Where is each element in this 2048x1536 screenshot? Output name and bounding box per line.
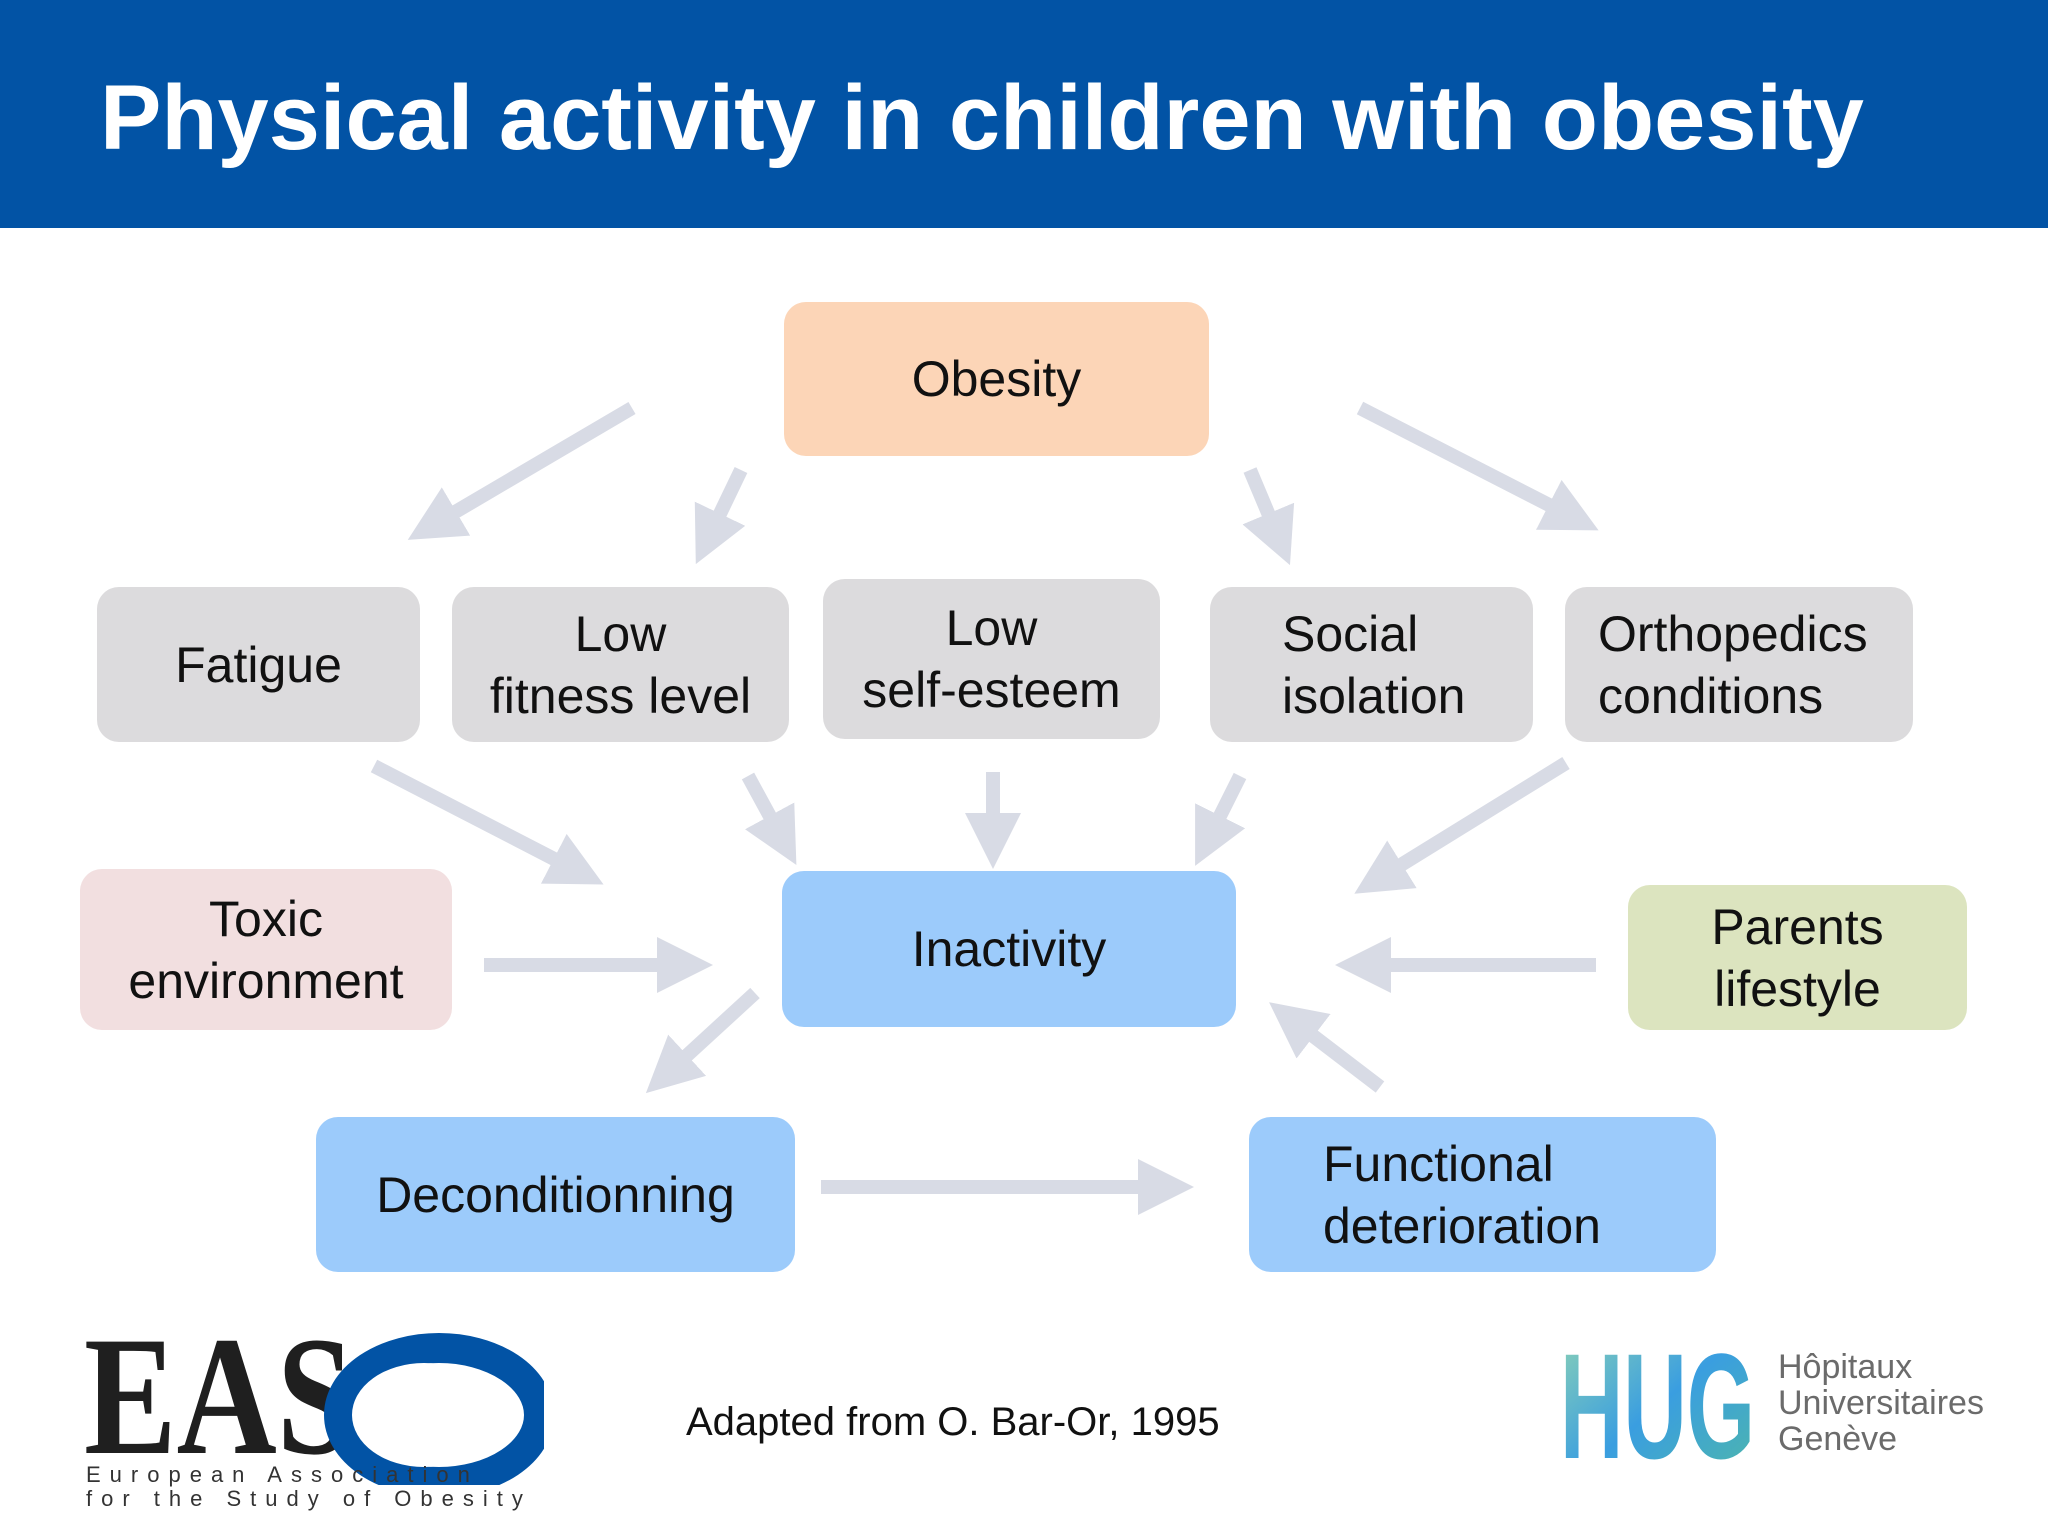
hug-line1: Hôpitaux — [1778, 1348, 1913, 1386]
orthopedics-box: Orthopedics conditions — [1565, 587, 1913, 742]
hug-line2: Universitaires — [1778, 1384, 1984, 1422]
arrow-obesity-orthopedics — [1356, 401, 1599, 531]
slide-title: Physical activity in children with obesi… — [100, 67, 1864, 169]
fatigue-box: Fatigue — [97, 587, 420, 742]
arrow-obesity-low-fitness — [694, 466, 748, 565]
hug-line3: Genève — [1778, 1420, 1898, 1458]
arrow-orthopedics-inactivity — [1354, 757, 1570, 894]
easo-logo-text: EAS — [84, 1325, 354, 1485]
arrow-functional-inactivity — [1269, 1002, 1385, 1093]
arrow-lowfitness-inactivity — [741, 772, 797, 866]
easo-subtitle-line1: European Association — [86, 1462, 479, 1487]
inactivity-box: Inactivity — [782, 871, 1236, 1027]
toxic-environment-box: Toxic environment — [80, 869, 452, 1030]
title-bar: Physical activity in children with obesi… — [0, 0, 2048, 228]
arrow-obesity-fatigue — [407, 401, 636, 540]
low-self-esteem-box: Low self-esteem — [823, 579, 1160, 739]
arrow-obesity-social — [1242, 467, 1295, 566]
citation: Adapted from O. Bar-Or, 1995 — [686, 1400, 1220, 1444]
social-isolation-box: Social isolation — [1210, 587, 1533, 742]
deconditioning-box: Deconditionning — [316, 1117, 795, 1272]
hug-logo: HUG — [1560, 1340, 1755, 1470]
hug-logo-text: HUG — [1560, 1340, 1755, 1470]
easo-subtitle-line2: for the Study of Obesity — [86, 1486, 532, 1511]
obesity-box: Obesity — [784, 302, 1209, 456]
easo-logo: EAS — [84, 1325, 544, 1485]
arrow-social-inactivity — [1195, 772, 1247, 866]
arrow-inactivity-deconditioning — [645, 987, 760, 1094]
parents-lifestyle-box: Parents lifestyle — [1628, 885, 1967, 1030]
arrow-fatigue-inactivity — [370, 759, 604, 885]
functional-deterioration-box: Functional deterioration — [1249, 1117, 1716, 1272]
low-fitness-box: Low fitness level — [452, 587, 789, 742]
